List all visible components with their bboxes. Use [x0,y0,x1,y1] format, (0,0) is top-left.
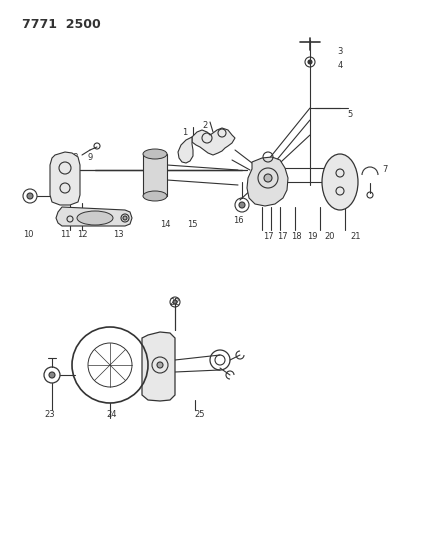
Text: 7771  2500: 7771 2500 [22,18,101,31]
Ellipse shape [143,191,167,201]
Circle shape [173,300,177,304]
Text: 23: 23 [45,410,55,419]
Text: 4: 4 [337,61,343,70]
Text: 20: 20 [325,232,335,241]
Text: 16: 16 [233,216,243,225]
Polygon shape [56,207,132,226]
Ellipse shape [77,211,113,225]
Polygon shape [178,137,193,163]
Text: 15: 15 [187,220,197,229]
Text: 25: 25 [195,410,205,419]
Text: 19: 19 [307,232,317,241]
Text: 24: 24 [107,410,117,419]
Text: 14: 14 [160,220,170,229]
Text: 2: 2 [202,121,208,130]
Text: 7: 7 [382,165,388,174]
Polygon shape [142,332,175,401]
Text: 3: 3 [337,47,343,56]
Circle shape [264,174,272,182]
Text: 9: 9 [87,153,92,162]
Bar [143,154,167,196]
Ellipse shape [143,149,167,159]
Circle shape [157,362,163,368]
Text: 18: 18 [291,232,301,241]
Polygon shape [192,128,235,155]
Polygon shape [247,157,288,206]
Circle shape [123,216,127,220]
Circle shape [49,372,55,378]
Circle shape [27,193,33,199]
Circle shape [308,60,312,64]
Text: 11: 11 [60,230,70,239]
Text: 12: 12 [77,230,87,239]
Text: 6: 6 [327,168,333,177]
Text: 13: 13 [113,230,123,239]
Text: 8: 8 [72,153,78,162]
Polygon shape [50,152,80,205]
Circle shape [239,202,245,208]
Text: 10: 10 [23,230,33,239]
Text: 17: 17 [276,232,287,241]
Text: 5: 5 [348,110,353,119]
Text: 22: 22 [170,298,180,307]
Text: 21: 21 [351,232,361,241]
Text: 17: 17 [263,232,273,241]
Ellipse shape [322,154,358,210]
Text: 1: 1 [182,128,187,137]
